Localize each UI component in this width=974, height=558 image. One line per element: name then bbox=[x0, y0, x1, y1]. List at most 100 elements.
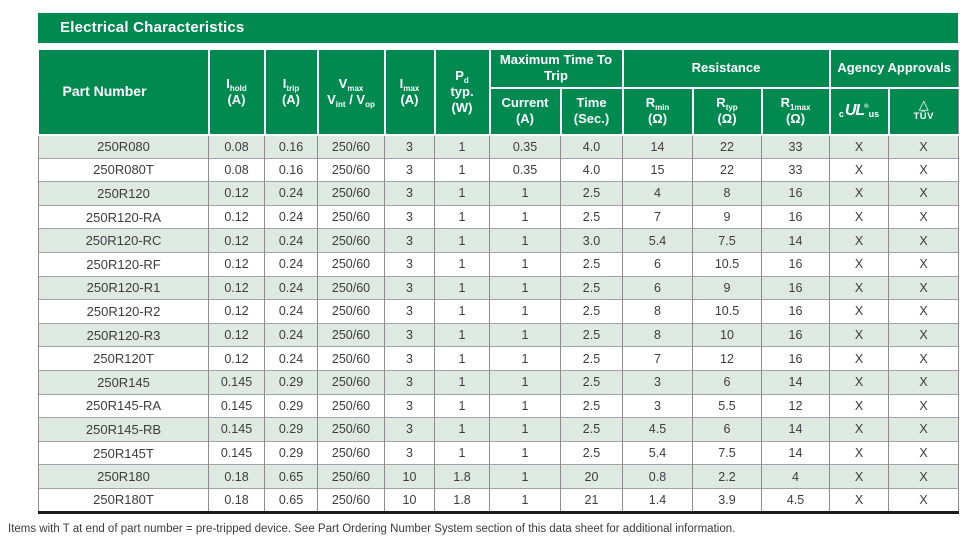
cell-i-hold: 0.12 bbox=[208, 181, 265, 206]
cell-part-number: 250R145-RB bbox=[38, 417, 209, 442]
cell-i-max: 3 bbox=[384, 417, 435, 442]
cell-i-max: 3 bbox=[384, 440, 435, 465]
electrical-characteristics-table: Part Number Ihold (A) Itrip (A) Vmax Vin… bbox=[38, 50, 960, 514]
group-header-agency-approvals: Agency Approvals bbox=[829, 50, 960, 89]
cell-i-trip: 0.24 bbox=[264, 299, 318, 324]
cell-tuv-approved: X bbox=[888, 440, 960, 465]
cell-r-typ: 10 bbox=[692, 322, 762, 347]
cell-r-typ: 6 bbox=[692, 369, 762, 395]
table-row: 250R080 0.08 0.16 250/60 3 1 0.35 4.0 14… bbox=[38, 134, 960, 159]
datasheet-page: Electrical Characteristics Part Number I… bbox=[0, 13, 974, 558]
cell-i-max: 3 bbox=[384, 204, 435, 229]
ul-mark-icon: cUL®us bbox=[838, 102, 880, 119]
cell-i-max: 3 bbox=[384, 346, 435, 371]
cell-v-max: 250/60 bbox=[317, 346, 385, 371]
cell-v-max: 250/60 bbox=[317, 204, 385, 229]
cell-r-1max: 16 bbox=[761, 275, 830, 300]
table-row: 250R120 0.12 0.24 250/60 3 1 1 2.5 4 8 1… bbox=[38, 181, 960, 206]
cell-i-trip: 0.24 bbox=[264, 228, 318, 253]
cell-part-number: 250R120-RC bbox=[38, 228, 209, 253]
cell-r-min: 1.4 bbox=[622, 487, 693, 512]
tuv-mark-icon: △ TÜV bbox=[913, 97, 934, 123]
cell-trip-current: 1 bbox=[489, 299, 561, 324]
cell-p-d: 1 bbox=[434, 417, 490, 442]
cell-i-hold: 0.12 bbox=[208, 228, 265, 253]
cell-trip-time: 2.5 bbox=[560, 322, 623, 347]
cell-trip-current: 1 bbox=[489, 487, 561, 512]
cell-part-number: 250R080 bbox=[38, 134, 209, 159]
col-header-r-typ: Rtyp (Ω) bbox=[692, 87, 763, 136]
cell-trip-time: 2.5 bbox=[560, 440, 623, 465]
col-header-i-hold: Ihold (A) bbox=[208, 50, 266, 136]
cell-i-trip: 0.29 bbox=[264, 393, 318, 418]
cell-tuv-approved: X bbox=[888, 417, 960, 442]
table-row: 250R145 0.145 0.29 250/60 3 1 1 2.5 3 6 … bbox=[38, 369, 960, 395]
cell-v-max: 250/60 bbox=[317, 369, 385, 395]
cell-r-1max: 14 bbox=[761, 440, 830, 465]
cell-v-max: 250/60 bbox=[317, 487, 385, 512]
page-title: Electrical Characteristics bbox=[38, 13, 958, 43]
cell-trip-current: 1 bbox=[489, 417, 561, 442]
cell-ul-approved: X bbox=[829, 251, 889, 277]
cell-r-typ: 22 bbox=[692, 134, 762, 159]
cell-tuv-approved: X bbox=[888, 322, 960, 347]
cell-r-1max: 4.5 bbox=[761, 487, 830, 512]
cell-trip-current: 1 bbox=[489, 251, 561, 277]
cell-part-number: 250R120-RF bbox=[38, 251, 209, 277]
cell-i-hold: 0.145 bbox=[208, 369, 265, 395]
cell-v-max: 250/60 bbox=[317, 393, 385, 418]
cell-r-typ: 8 bbox=[692, 181, 762, 206]
col-header-p-d: Pd typ. (W) bbox=[434, 50, 491, 136]
cell-p-d: 1 bbox=[434, 157, 490, 182]
table-row: 250R145T 0.145 0.29 250/60 3 1 1 2.5 5.4… bbox=[38, 440, 960, 465]
cell-trip-time: 2.5 bbox=[560, 275, 623, 300]
cell-trip-time: 3.0 bbox=[560, 228, 623, 253]
cell-trip-current: 1 bbox=[489, 369, 561, 395]
table-row: 250R120-RA 0.12 0.24 250/60 3 1 1 2.5 7 … bbox=[38, 204, 960, 229]
cell-trip-current: 0.35 bbox=[489, 157, 561, 182]
cell-r-typ: 10.5 bbox=[692, 299, 762, 324]
cell-ul-approved: X bbox=[829, 299, 889, 324]
cell-trip-current: 1 bbox=[489, 393, 561, 418]
cell-trip-time: 2.5 bbox=[560, 181, 623, 206]
cell-trip-current: 0.35 bbox=[489, 134, 561, 159]
cell-i-max: 3 bbox=[384, 369, 435, 395]
col-header-ul-approval: cUL®us bbox=[829, 87, 890, 136]
cell-i-hold: 0.12 bbox=[208, 346, 265, 371]
cell-r-typ: 9 bbox=[692, 275, 762, 300]
cell-ul-approved: X bbox=[829, 369, 889, 395]
cell-r-1max: 16 bbox=[761, 181, 830, 206]
cell-p-d: 1 bbox=[434, 369, 490, 395]
cell-r-typ: 3.9 bbox=[692, 487, 762, 512]
col-header-tuv-approval: △ TÜV bbox=[888, 87, 960, 136]
cell-r-min: 0.8 bbox=[622, 464, 693, 489]
cell-tuv-approved: X bbox=[888, 251, 960, 277]
cell-i-max: 3 bbox=[384, 134, 435, 159]
cell-r-min: 3 bbox=[622, 369, 693, 395]
cell-i-hold: 0.145 bbox=[208, 393, 265, 418]
cell-v-max: 250/60 bbox=[317, 299, 385, 324]
cell-i-trip: 0.16 bbox=[264, 157, 318, 182]
cell-trip-current: 1 bbox=[489, 181, 561, 206]
cell-i-trip: 0.24 bbox=[264, 275, 318, 300]
cell-r-typ: 7.5 bbox=[692, 440, 762, 465]
cell-p-d: 1 bbox=[434, 393, 490, 418]
header-group-row: Part Number Ihold (A) Itrip (A) Vmax Vin… bbox=[38, 50, 960, 136]
cell-tuv-approved: X bbox=[888, 228, 960, 253]
cell-part-number: 250R120T bbox=[38, 346, 209, 371]
cell-r-typ: 6 bbox=[692, 417, 762, 442]
cell-r-1max: 4 bbox=[761, 464, 830, 489]
cell-v-max: 250/60 bbox=[317, 440, 385, 465]
cell-trip-current: 1 bbox=[489, 346, 561, 371]
table-row: 250R145-RA 0.145 0.29 250/60 3 1 1 2.5 3… bbox=[38, 393, 960, 418]
cell-ul-approved: X bbox=[829, 487, 889, 512]
cell-i-trip: 0.24 bbox=[264, 251, 318, 277]
cell-i-trip: 0.29 bbox=[264, 417, 318, 442]
cell-v-max: 250/60 bbox=[317, 181, 385, 206]
cell-i-max: 3 bbox=[384, 275, 435, 300]
cell-trip-time: 4.0 bbox=[560, 134, 623, 159]
cell-v-max: 250/60 bbox=[317, 251, 385, 277]
cell-r-typ: 12 bbox=[692, 346, 762, 371]
cell-ul-approved: X bbox=[829, 181, 889, 206]
cell-r-typ: 9 bbox=[692, 204, 762, 229]
